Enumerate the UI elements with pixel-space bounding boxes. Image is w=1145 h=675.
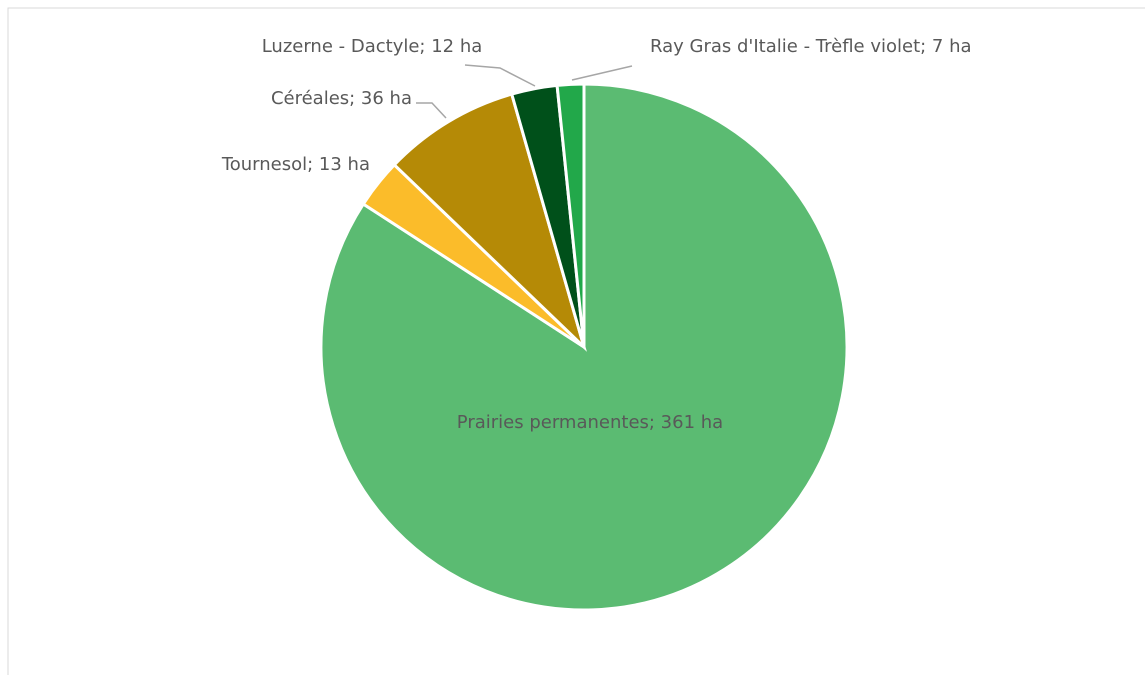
leader-line	[416, 102, 447, 119]
pie-slice	[392, 92, 587, 352]
pie-slice	[555, 82, 586, 348]
data-label: Luzerne - Dactyle; 12 ha	[262, 36, 483, 57]
data-label: Prairies permanentes; 361 ha	[457, 412, 723, 433]
data-label: Céréales; 36 ha	[271, 88, 412, 109]
data-label: Tournesol; 13 ha	[221, 154, 370, 175]
data-label: Ray Gras d'Italie - Trèfle violet; 7 ha	[650, 36, 972, 57]
leader-line	[464, 64, 536, 87]
chart-frame	[7, 7, 1145, 675]
leader-line	[571, 65, 633, 81]
